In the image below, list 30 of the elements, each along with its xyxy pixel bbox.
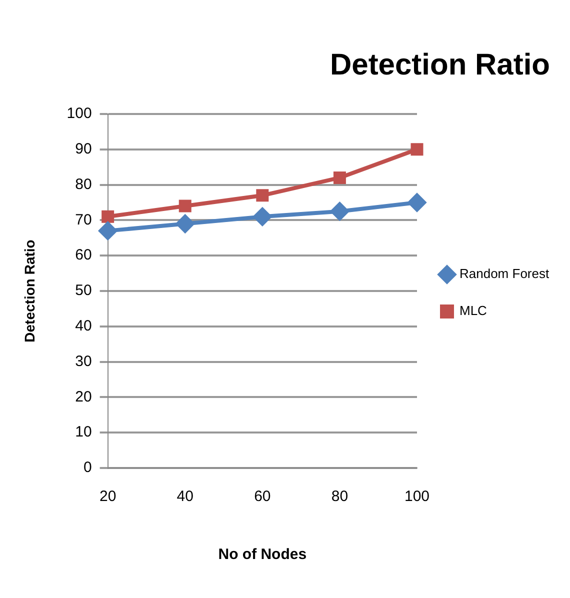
- y-tick-label: 50: [75, 282, 92, 300]
- x-tick-label: 80: [331, 488, 348, 506]
- legend-label: Random Forest: [460, 266, 550, 282]
- y-tick-label: 20: [75, 388, 92, 406]
- point: [178, 200, 192, 212]
- point: [408, 194, 426, 212]
- y-tick-label: 90: [75, 140, 92, 158]
- point: [256, 189, 269, 202]
- point: [410, 143, 424, 156]
- y-tick-label: 60: [75, 246, 92, 264]
- y-tick-label: 80: [75, 176, 92, 193]
- x-tick-label: 100: [404, 488, 430, 506]
- y-tick-label: 10: [75, 424, 92, 441]
- chart-title: Detection Ratio: [330, 48, 550, 82]
- point: [333, 171, 346, 184]
- legend-label: MLC: [460, 303, 487, 318]
- x-axis-title: No of Nodes: [218, 546, 307, 564]
- point: [253, 208, 272, 226]
- y-tick-label: 0: [83, 459, 92, 476]
- point: [98, 222, 117, 240]
- y-tick-label: 30: [75, 352, 92, 370]
- point: [330, 202, 349, 220]
- y-tick-label: 100: [66, 105, 92, 122]
- y-tick-label: 40: [75, 318, 92, 335]
- y-axis-title: Detection Ratio: [21, 240, 38, 342]
- y-tick-label: 70: [75, 211, 92, 228]
- x-tick-label: 20: [99, 488, 116, 506]
- x-tick-label: 60: [254, 488, 271, 506]
- point: [176, 214, 194, 233]
- x-tick-label: 40: [176, 488, 194, 506]
